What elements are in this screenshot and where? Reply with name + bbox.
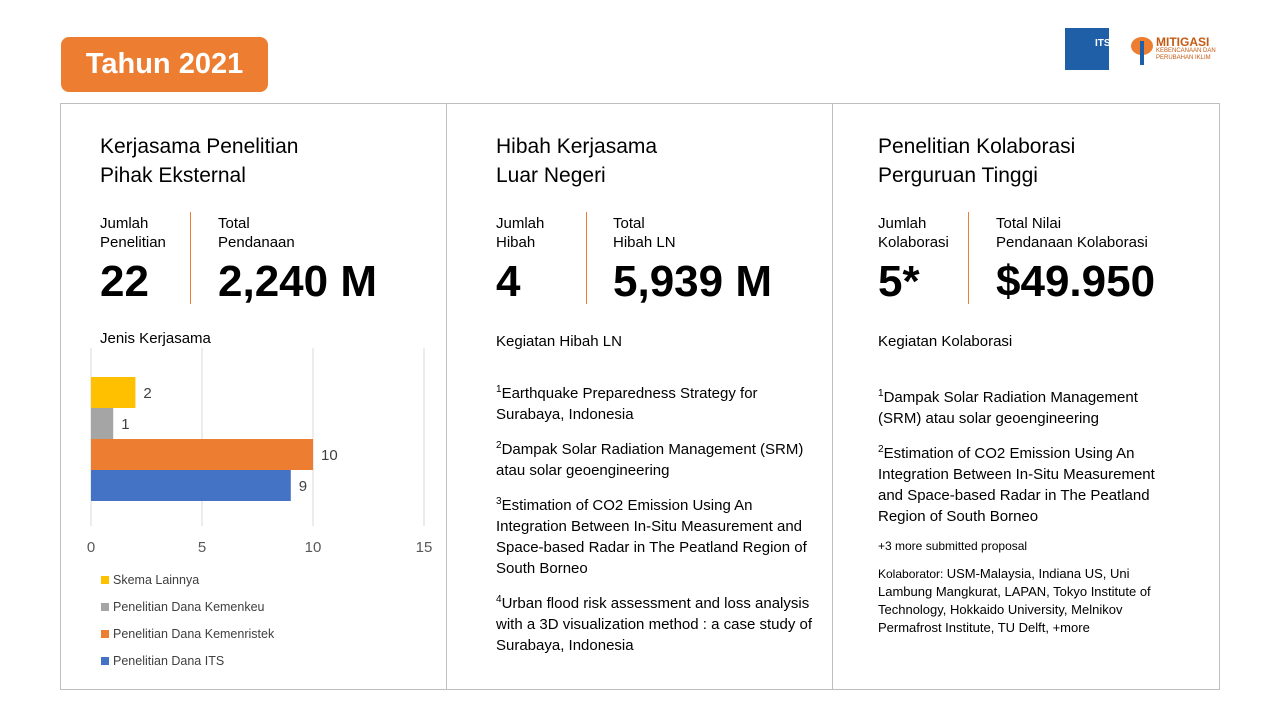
more-proposals: +3 more submitted proposal (878, 539, 1028, 553)
stat-label-total: Total Hibah LN (613, 215, 676, 251)
panel-kolaborasi: Penelitian Kolaborasi Perguruan Tinggi Ju… (833, 104, 1219, 689)
bar-data-label: 9 (299, 478, 307, 495)
legend-swatch (101, 629, 109, 638)
list-item: 2Estimation of CO2 Emission Using An Int… (878, 444, 1155, 525)
bar (91, 439, 313, 470)
x-tick-label: 10 (305, 539, 322, 556)
mitigasi-sub2: PERUBAHAN IKLIM (1156, 55, 1211, 61)
panel-title: Hibah Kerjasama Luar Negeri (496, 135, 658, 187)
bar (91, 377, 136, 408)
divider (968, 212, 969, 304)
logos: ITS MITIGASI KEBENCANAAN DAN PERUBAHAN IKL… (1065, 28, 1216, 70)
divider (190, 212, 191, 304)
legend-item: Penelitian Dana Kemenkeu (101, 593, 274, 620)
legend-label: Penelitian Dana Kemenkeu (113, 599, 265, 614)
mitigasi-mark-icon (1131, 33, 1153, 65)
chart-title: Jenis Kerjasama (100, 330, 211, 347)
bar-data-label: 10 (321, 447, 338, 464)
year-badge: Tahun 2021 (61, 37, 268, 92)
panel-hibah-ln: Hibah Kerjasama Luar Negeri Jumlah Hibah 4… (447, 104, 833, 689)
bar-chart: 0 5 10 15 21 10 9 (87, 348, 433, 556)
list-item: 1Dampak Solar Radiation Management (SRM)… (878, 388, 1138, 427)
legend-item: Skema Lainnya (101, 566, 274, 593)
panels-frame: Kerjasama Penelitian Pihak Eksternal Juml… (60, 103, 1220, 690)
legend-label: Skema Lainnya (113, 572, 200, 587)
stat-label-jumlah: Jumlah Hibah (496, 215, 545, 251)
bar (91, 470, 291, 501)
bar-data-label: 1 (121, 416, 129, 433)
its-logo: ITS (1065, 28, 1111, 70)
legend-item: Penelitian Dana Kemenristek (101, 620, 274, 647)
stat-label-total: Total Nilai Pendanaan Kolaborasi (996, 215, 1148, 251)
section-subtitle: Kegiatan Hibah LN (496, 333, 622, 350)
mitigasi-title: MITIGASI (1156, 35, 1210, 49)
legend-item: Penelitian Dana ITS (101, 647, 274, 674)
stat-value-jumlah: 4 (496, 257, 521, 306)
legend-swatch (101, 575, 109, 584)
list-item: 4Urban flood risk assessment and loss an… (496, 594, 812, 654)
list-item: 2Dampak Solar Radiation Management (SRM)… (496, 440, 804, 479)
stat-value-jumlah: 5* (878, 257, 920, 306)
stat-value-total: $49.950 (996, 257, 1156, 306)
stat-label-total: Total Pendanaan (218, 215, 295, 251)
legend-label: Penelitian Dana ITS (113, 653, 225, 668)
bar-data-label: 2 (143, 385, 151, 402)
section-subtitle: Kegiatan Kolaborasi (878, 333, 1013, 350)
legend-swatch (101, 656, 109, 665)
stat-label-jumlah: Jumlah Kolaborasi (878, 215, 949, 251)
activity-list: 1Earthquake Preparedness Strategy for Su… (496, 379, 816, 666)
list-item: 1Earthquake Preparedness Strategy for Su… (496, 384, 758, 423)
panel-title: Penelitian Kolaborasi Perguruan Tinggi (878, 135, 1076, 187)
divider (586, 212, 587, 304)
legend-swatch (101, 602, 109, 611)
x-tick-label: 0 (87, 539, 95, 556)
kolaborator: Kolaborator: USM-Malaysia, Indiana US, U… (878, 566, 1151, 635)
x-tick-label: 5 (198, 539, 206, 556)
mitigasi-logo: MITIGASI KEBENCANAAN DAN PERUBAHAN IKLIM (1131, 33, 1216, 65)
bar (91, 408, 114, 439)
mitigasi-sub1: KEBENCANAAN DAN (1156, 48, 1216, 54)
its-logo-text: ITS (1095, 38, 1111, 49)
chart-legend: Skema Lainnya Penelitian Dana Kemenkeu Pen… (101, 566, 274, 674)
activity-list: 1Dampak Solar Radiation Management (SRM)… (878, 383, 1183, 647)
panel-title: Kerjasama Penelitian Pihak Eksternal (100, 135, 299, 187)
x-tick-label: 15 (416, 539, 433, 556)
stat-label-jumlah: Jumlah Penelitian (100, 215, 166, 251)
stat-value-jumlah: 22 (100, 257, 149, 306)
stat-value-total: 2,240 M (218, 257, 377, 306)
legend-label: Penelitian Dana Kemenristek (113, 626, 275, 641)
stat-value-total: 5,939 M (613, 257, 772, 306)
panel-kerjasama-penelitian: Kerjasama Penelitian Pihak Eksternal Juml… (61, 104, 447, 689)
list-item: 3Estimation of CO2 Emission Using An Int… (496, 496, 807, 577)
